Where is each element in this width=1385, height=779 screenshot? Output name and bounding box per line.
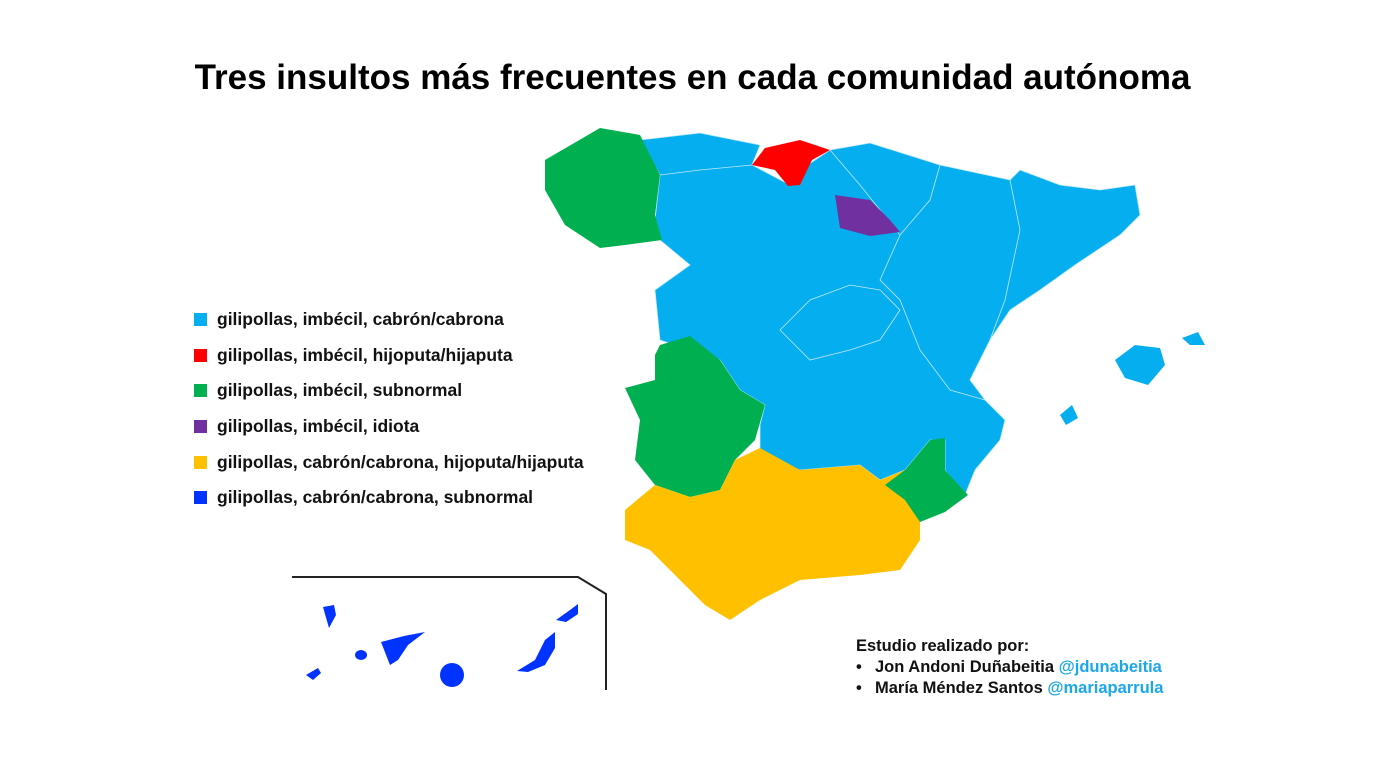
balearic-islands	[1060, 332, 1205, 425]
legend-item: gilipollas, imbécil, subnormal	[194, 373, 584, 409]
legend-item: gilipollas, imbécil, cabrón/cabrona	[194, 302, 584, 338]
author-handle[interactable]: @jdunabeitia	[1058, 658, 1162, 676]
legend: gilipollas, imbécil, cabrón/cabrona gili…	[194, 302, 584, 516]
author-name: Jon Andoni Duñabeitia	[875, 658, 1055, 676]
legend-label: gilipollas, cabrón/cabrona, hijoputa/hij…	[217, 451, 584, 472]
legend-swatch	[194, 348, 207, 362]
legend-label: gilipollas, imbécil, hijoputa/hijaputa	[217, 344, 513, 365]
author-name: María Méndez Santos	[875, 679, 1043, 697]
region-galicia	[545, 128, 662, 248]
credit-author: • Jon Andoni Duñabeitia @jdunabeitia	[856, 658, 1162, 676]
legend-swatch	[194, 420, 207, 434]
legend-swatch	[194, 384, 207, 398]
canary-islands-inset	[292, 576, 607, 690]
region-la-rioja	[835, 195, 900, 236]
legend-swatch	[194, 455, 207, 469]
legend-label: gilipollas, cabrón/cabrona, subnormal	[217, 487, 534, 508]
region-murcia	[885, 438, 968, 522]
legend-swatch	[194, 491, 207, 505]
author-handle[interactable]: @mariaparrula	[1047, 679, 1164, 697]
map-title: Tres insultos más frecuentes en cada com…	[194, 58, 1191, 97]
legend-label: gilipollas, imbécil, cabrón/cabrona	[217, 309, 504, 330]
legend-label: gilipollas, imbécil, subnormal	[217, 380, 463, 401]
legend-label: gilipollas, imbécil, idiota	[217, 416, 420, 437]
region-andalucia	[625, 448, 920, 620]
credits-heading: Estudio realizado por:	[856, 637, 1030, 655]
legend-swatch	[194, 313, 207, 327]
legend-item: gilipollas, cabrón/cabrona, subnormal	[194, 480, 584, 516]
legend-item: gilipollas, imbécil, idiota	[194, 409, 584, 445]
legend-item: gilipollas, cabrón/cabrona, hijoputa/hij…	[194, 444, 584, 480]
credits: Estudio realizado por: • Jon Andoni Duñab…	[856, 636, 1163, 699]
region-extremadura	[625, 336, 765, 497]
region-cantabria	[752, 140, 830, 186]
legend-item: gilipollas, imbécil, hijoputa/hijaputa	[194, 338, 584, 374]
credit-author: • María Méndez Santos @mariaparrula	[856, 679, 1164, 697]
